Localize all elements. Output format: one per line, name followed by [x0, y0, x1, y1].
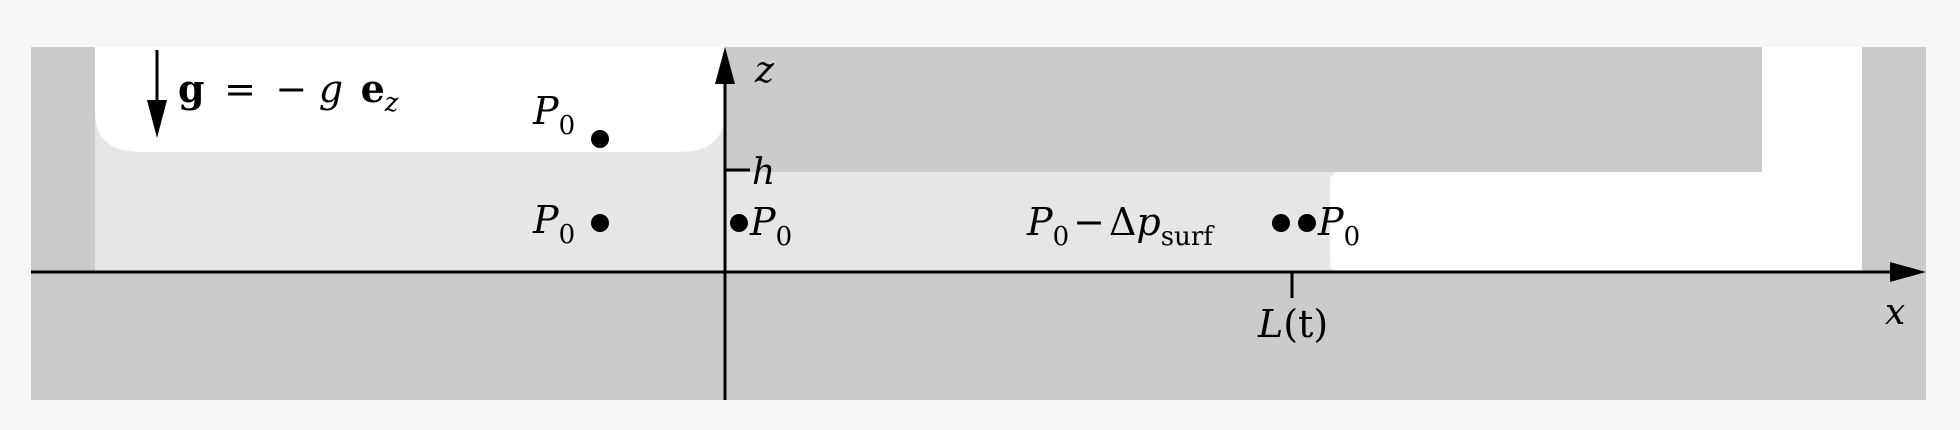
meniscus-liquid-bulge: [1312, 172, 1335, 272]
gravity-scalar-g: g: [319, 67, 343, 111]
L-symbol: L: [1257, 302, 1283, 346]
p0-reservoir-bulk-label: P0: [532, 198, 575, 250]
surf-p: p: [1136, 200, 1160, 244]
p0-reservoir-bulk-point: [591, 214, 609, 232]
gravity-unit-subscript: z: [384, 88, 399, 118]
surf-delta: Δ: [1109, 200, 1136, 244]
gravity-minus: −: [275, 67, 307, 111]
meniscus-liquid-pressure-label: P0− Δpsurf: [1026, 200, 1215, 252]
surf-subscript: surf: [1161, 222, 1216, 252]
p0-meniscus-gas-label: P0: [1317, 200, 1360, 252]
reservoir-liquid: [95, 112, 725, 272]
channel-liquid: [725, 172, 1335, 272]
p0-channel-inlet-label: P0: [749, 200, 792, 252]
surf-minus: −: [1073, 200, 1105, 244]
p-subscript: 0: [559, 111, 576, 141]
p-subscript: 0: [776, 222, 793, 252]
p0-channel-inlet-point: [730, 214, 748, 232]
reservoir-gas-region: [95, 47, 725, 152]
x-axis-arrowhead: [1890, 262, 1926, 282]
p0-reservoir-surface-point: [591, 130, 609, 148]
channel-gas-region: [1312, 47, 1862, 272]
gravity-vector-g: g: [178, 66, 205, 111]
gravity-equation: g = − g ez: [178, 66, 399, 118]
p-subscript: 0: [1053, 222, 1070, 252]
meniscus-liquid-pressure-point: [1272, 214, 1290, 232]
gravity-equals: =: [224, 67, 256, 111]
z-axis-label: z: [754, 50, 775, 91]
L-argument: (t): [1283, 302, 1328, 346]
p-symbol: P: [1317, 200, 1345, 244]
p-symbol: P: [532, 198, 560, 242]
h-label: h: [752, 152, 775, 193]
p-symbol: P: [749, 200, 777, 244]
z-axis-arrowhead: [715, 47, 735, 84]
p-subscript: 0: [559, 220, 576, 250]
p0-meniscus-gas-point: [1298, 214, 1316, 232]
gravity-arrowhead: [147, 100, 167, 138]
p-subscript: 0: [1344, 222, 1361, 252]
p0-reservoir-surface-label: P0: [532, 89, 575, 141]
p-symbol: P: [1026, 200, 1054, 244]
x-axis-label: x: [1885, 292, 1905, 333]
L-label: L(t): [1257, 302, 1328, 346]
p-symbol: P: [532, 89, 560, 133]
gravity-unit-vector-e: e: [361, 66, 385, 111]
